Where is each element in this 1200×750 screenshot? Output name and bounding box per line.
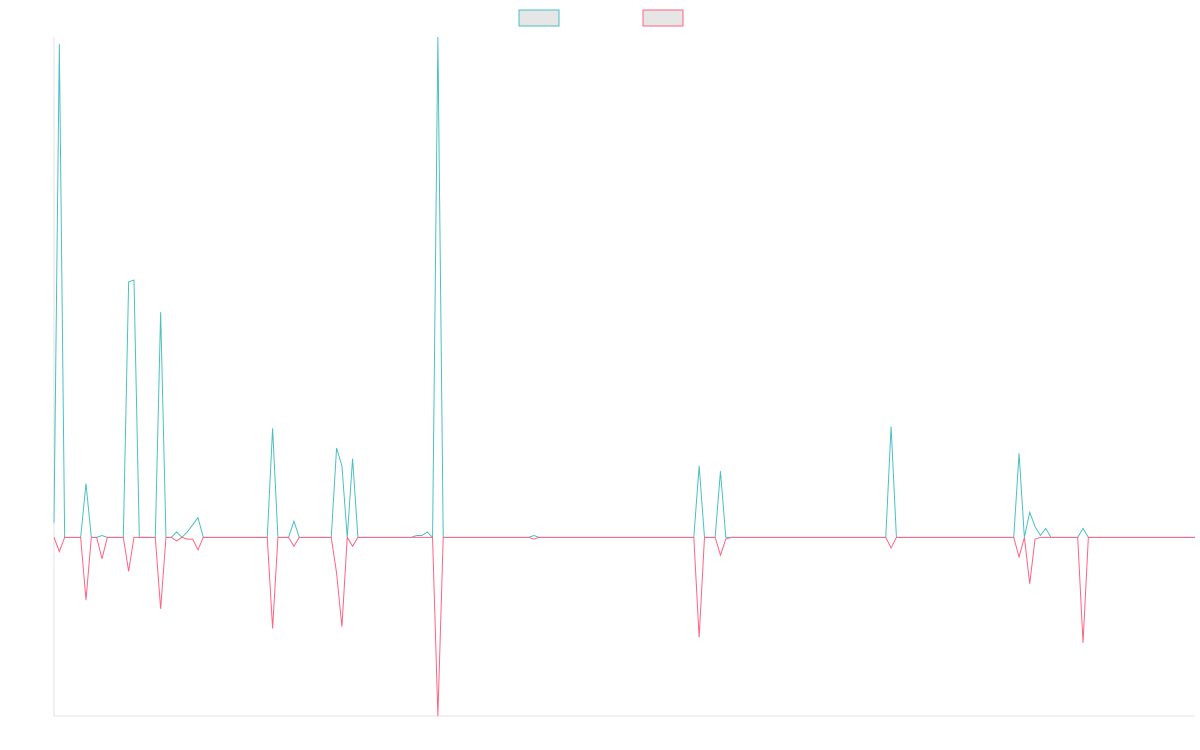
series-line-2: [53, 535, 1195, 717]
legend-item-1[interactable]: [518, 9, 560, 27]
plot-area: [53, 36, 1195, 717]
legend-item-2[interactable]: [642, 9, 684, 27]
legend: [518, 9, 684, 27]
legend-swatch: [642, 9, 684, 27]
legend-swatch: [518, 9, 560, 27]
series-group: [53, 36, 1195, 717]
series-line-1: [53, 36, 1195, 539]
